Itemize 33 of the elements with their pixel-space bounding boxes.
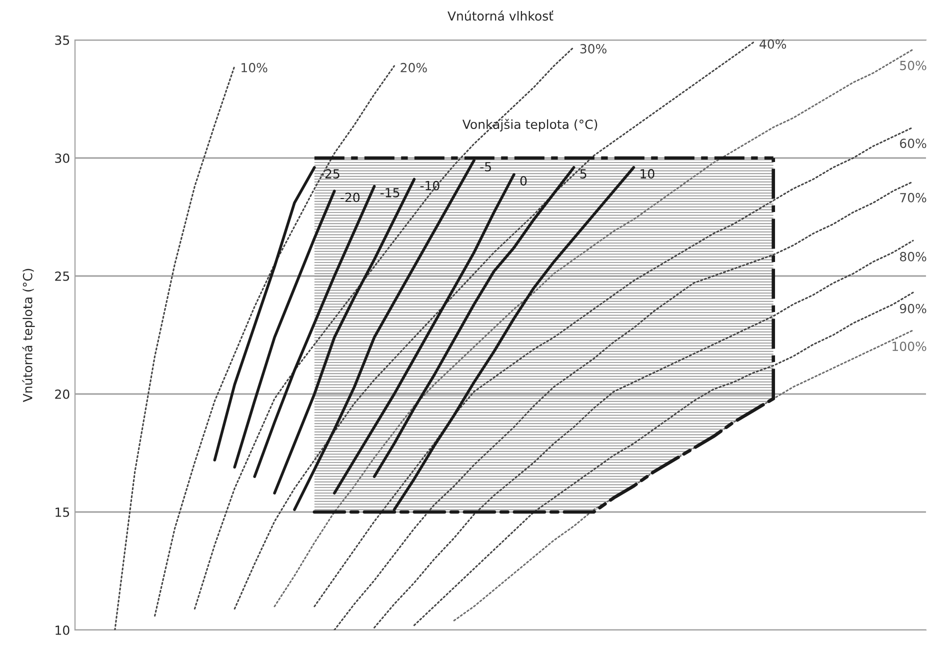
chart-title: Vnútorná vlhkosť <box>448 10 554 21</box>
line-series <box>213 166 316 462</box>
series-label: -25 <box>320 169 340 179</box>
line-series <box>233 190 336 469</box>
y-axis-title: Vnútorná teplota (°C) <box>22 268 35 402</box>
y-tick-label: 25 <box>55 271 70 281</box>
y-tick-label: 30 <box>55 153 70 163</box>
series-label: 20% <box>400 62 427 72</box>
y-tick-label: 10 <box>56 625 70 635</box>
y-tick-label: 20 <box>55 389 70 399</box>
series-label: 80% <box>900 252 926 262</box>
series-label: 10 <box>640 169 654 179</box>
line-series <box>114 65 236 630</box>
line-series <box>194 46 575 610</box>
series-label: 100% <box>892 342 926 352</box>
line-series <box>234 42 754 610</box>
series-label: -15 <box>380 188 400 198</box>
series-label: 40% <box>760 39 786 49</box>
y-tick-label: 35 <box>55 35 70 45</box>
series-label: 10% <box>242 62 268 72</box>
annotation: Vonkajšia teplota (°C) <box>462 118 598 132</box>
series-label: 90% <box>900 304 926 314</box>
series-label: -20 <box>340 192 360 202</box>
line-series <box>253 184 376 478</box>
series-label: 5 <box>580 169 586 179</box>
y-tick-label: 15 <box>56 508 70 517</box>
series-label: -5 <box>480 162 491 172</box>
series-label: 30% <box>580 44 606 54</box>
series-label: 50% <box>900 60 926 70</box>
line-series <box>273 178 416 495</box>
series-label: 0 <box>520 176 527 186</box>
series-label: 60% <box>900 138 926 148</box>
series-label: 70% <box>900 192 926 202</box>
